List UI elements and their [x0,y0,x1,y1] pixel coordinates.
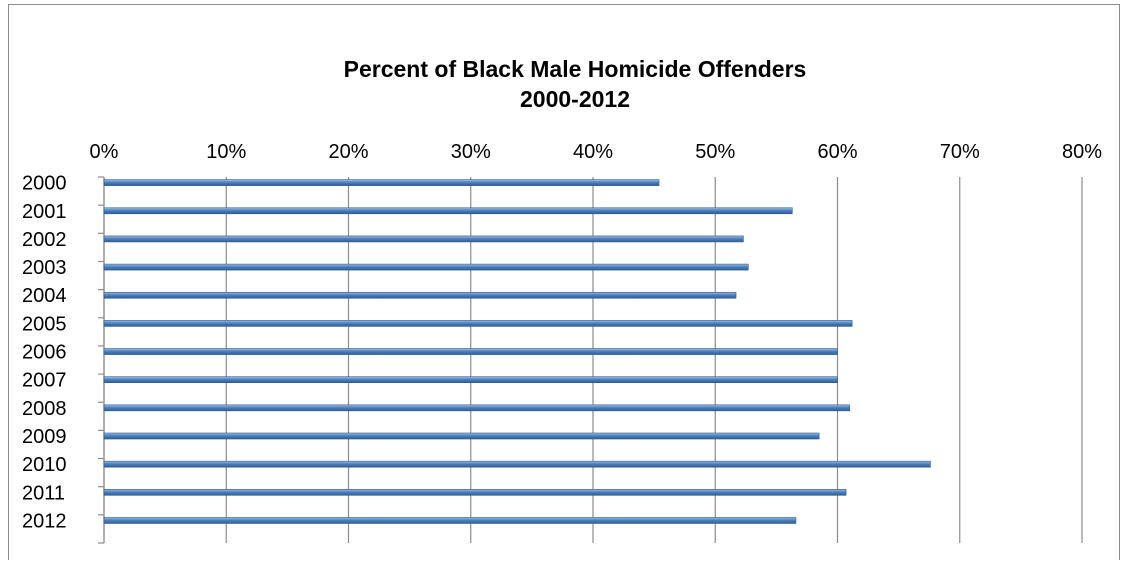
bar [103,320,853,327]
y-category-label: 2004 [22,285,67,307]
y-category-label: 2005 [22,313,67,335]
chart-title: Percent of Black Male Homicide Offenders [343,56,807,82]
bar [103,376,838,384]
chart-subtitle: 2000-2012 [520,86,630,112]
bar [103,207,793,215]
y-category-label: 2012 [22,510,67,532]
y-category-label: 2003 [22,257,67,279]
y-category-label: 2011 [22,482,65,504]
x-tick-label: 70% [940,141,980,163]
bar [103,489,847,496]
bar [103,517,797,524]
y-category-label: 2008 [22,398,67,420]
bar [103,179,660,186]
x-tick-label: 50% [695,141,735,163]
chart-title-block: Percent of Black Male Homicide Offenders… [0,54,1125,114]
bar [103,263,749,271]
bar [103,432,820,440]
bar [103,291,737,299]
x-tick-label: 40% [573,141,613,163]
y-category-label: 2006 [22,342,67,364]
x-tick-label: 0% [90,141,119,163]
bar [103,460,931,468]
y-category-label: 2009 [22,426,67,448]
bar [103,235,744,243]
x-tick-label: 10% [206,141,246,163]
x-tick-label: 20% [328,141,368,163]
y-category-label: 2000 [22,173,67,195]
bar [103,404,851,412]
x-axis-tick-labels: 0% 10% 20% 30% 40% 50% 60% 70% 80% [90,141,1103,163]
y-category-label: 2010 [22,454,67,476]
y-axis-category-labels: 2000 2001 2002 2003 2004 2005 2006 2007 2008 2009… [22,173,67,533]
x-tick-label: 80% [1062,141,1102,163]
y-category-label: 2007 [22,370,67,392]
x-tick-label: 60% [817,141,857,163]
x-tick-label: 30% [451,141,491,163]
y-category-label: 2002 [22,229,67,251]
bars [103,179,931,524]
y-category-label: 2001 [22,201,67,223]
bar [103,348,838,355]
gridlines [98,176,1083,544]
